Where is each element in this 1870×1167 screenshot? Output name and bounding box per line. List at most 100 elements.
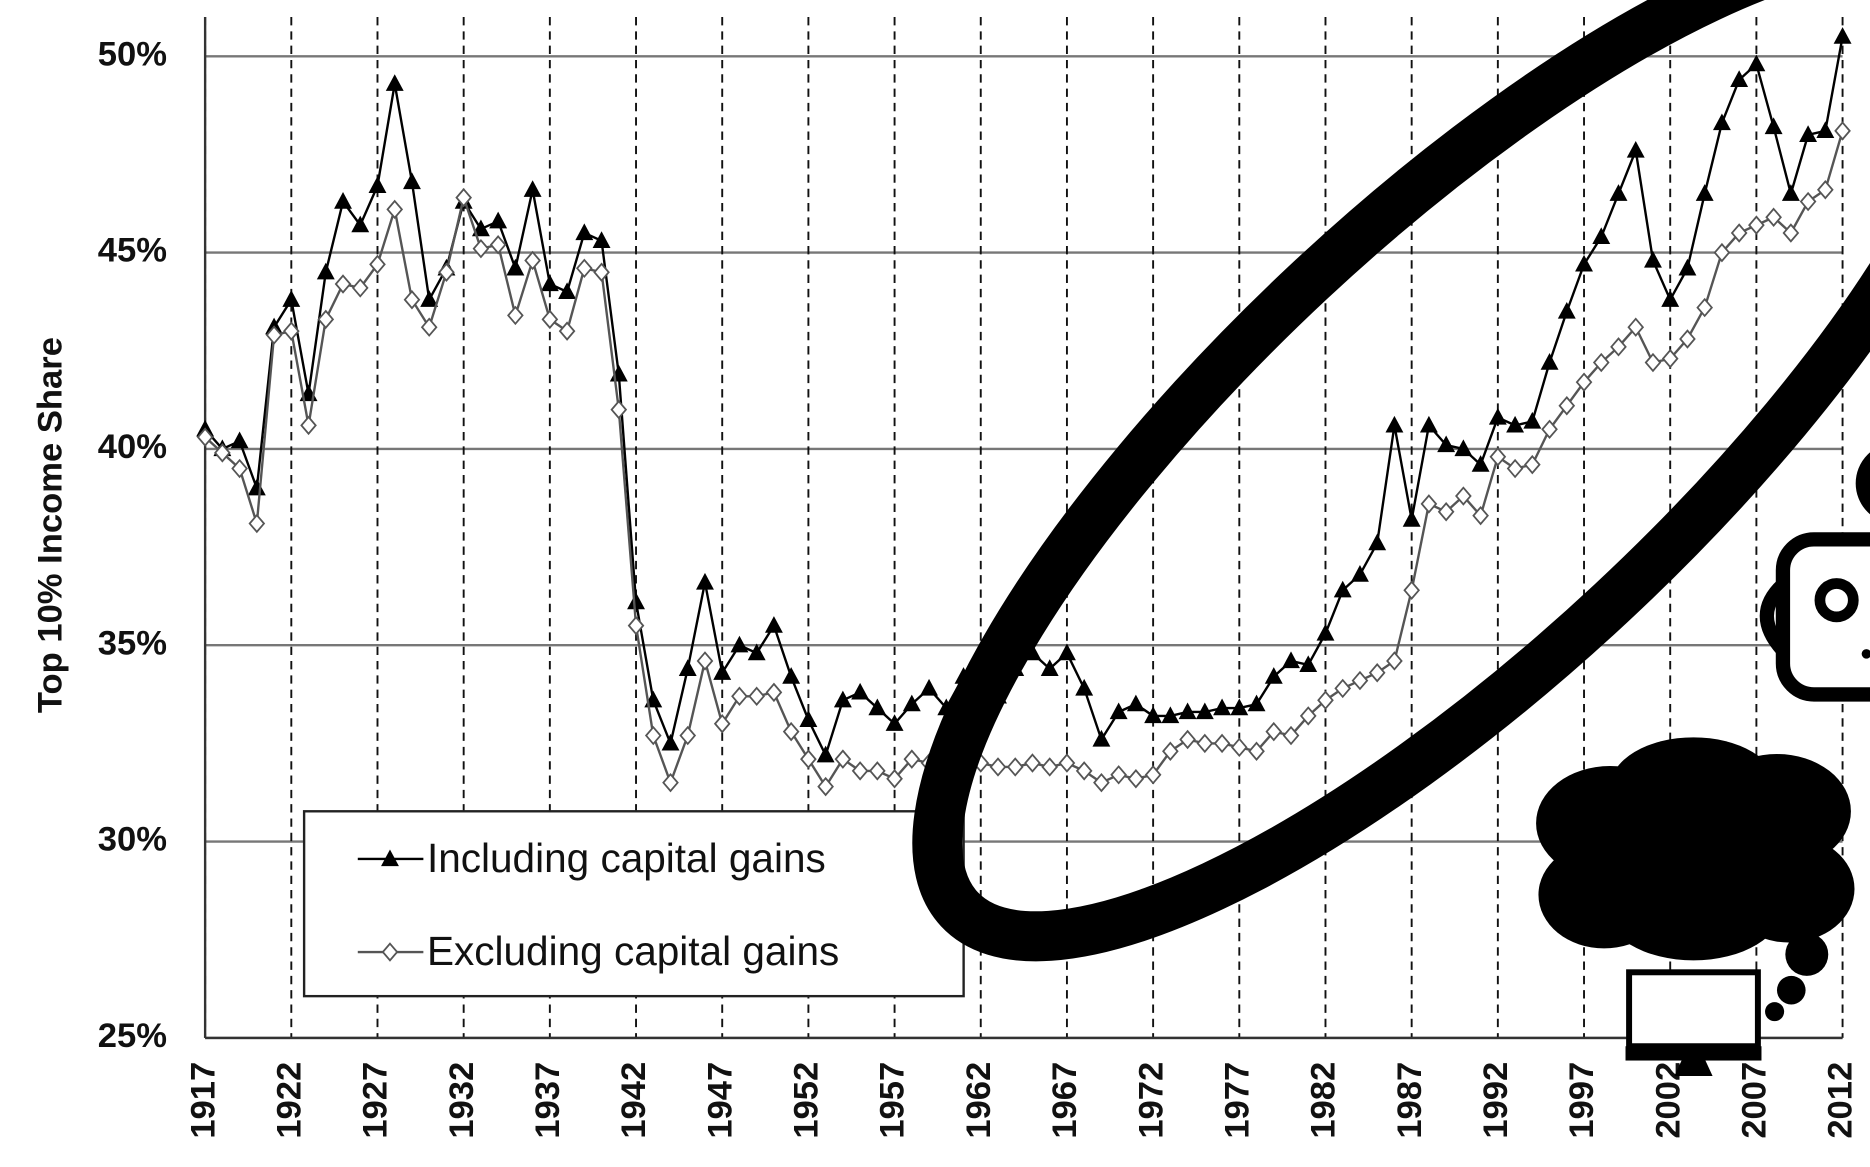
marker bbox=[593, 231, 611, 248]
marker bbox=[1835, 123, 1849, 140]
x-tick-label: 1987 bbox=[1391, 1062, 1429, 1139]
x-tick-label: 1932 bbox=[443, 1062, 481, 1139]
marker bbox=[388, 201, 402, 218]
marker bbox=[1248, 695, 1266, 712]
marker bbox=[1575, 255, 1593, 272]
x-tick-label: 1917 bbox=[184, 1062, 222, 1139]
marker bbox=[698, 653, 712, 670]
marker bbox=[491, 236, 505, 253]
marker bbox=[1816, 121, 1834, 138]
marker bbox=[1801, 193, 1815, 210]
marker bbox=[612, 401, 626, 418]
marker bbox=[1818, 181, 1832, 198]
marker bbox=[1232, 739, 1246, 756]
marker bbox=[1025, 755, 1039, 772]
marker bbox=[870, 763, 884, 780]
marker bbox=[1403, 510, 1421, 527]
marker bbox=[681, 727, 695, 744]
marker bbox=[1110, 702, 1128, 719]
marker bbox=[1646, 354, 1660, 371]
x-tick-label: 1922 bbox=[270, 1062, 308, 1139]
series bbox=[196, 27, 1851, 795]
marker bbox=[250, 515, 264, 532]
marker bbox=[1353, 672, 1367, 689]
marker bbox=[1834, 27, 1852, 44]
chart: 25%30%35%40%45%50%1917192219271932193719… bbox=[0, 0, 1870, 1167]
marker bbox=[248, 479, 266, 496]
x-tick-label: 1947 bbox=[701, 1062, 739, 1139]
marker bbox=[1129, 770, 1143, 787]
marker bbox=[1127, 695, 1145, 712]
series-line bbox=[205, 131, 1842, 787]
marker bbox=[524, 180, 542, 197]
y-tick-label: 25% bbox=[98, 1017, 167, 1055]
y-axis-title: Top 10% Income Share bbox=[32, 337, 70, 713]
marker bbox=[231, 432, 249, 449]
y-tick-label: 40% bbox=[98, 428, 167, 466]
marker bbox=[1351, 565, 1369, 582]
marker bbox=[1489, 408, 1507, 425]
marker bbox=[991, 759, 1005, 776]
y-tick-label: 30% bbox=[98, 821, 167, 859]
marker bbox=[1765, 117, 1783, 134]
marker bbox=[317, 263, 335, 280]
marker bbox=[765, 616, 783, 633]
marker bbox=[1698, 299, 1712, 316]
marker bbox=[575, 223, 593, 240]
marker bbox=[543, 311, 557, 328]
y-tick-label: 50% bbox=[98, 35, 167, 73]
marker bbox=[1282, 651, 1300, 668]
x-tick-label: 1992 bbox=[1477, 1062, 1515, 1139]
marker bbox=[1661, 290, 1679, 307]
marker bbox=[525, 252, 539, 269]
marker bbox=[679, 659, 697, 676]
marker bbox=[1422, 496, 1436, 513]
marker bbox=[1043, 759, 1057, 776]
x-tick-label: 1962 bbox=[960, 1062, 998, 1139]
marker bbox=[1387, 653, 1401, 670]
marker bbox=[782, 667, 800, 684]
marker bbox=[1008, 759, 1022, 776]
marker bbox=[1678, 259, 1696, 276]
x-tick-label: 2007 bbox=[1736, 1062, 1774, 1139]
x-tick-label: 1952 bbox=[788, 1062, 826, 1139]
marker bbox=[541, 274, 559, 291]
marker bbox=[1060, 755, 1074, 772]
x-tick-label: 1977 bbox=[1218, 1062, 1256, 1139]
marker bbox=[1525, 456, 1539, 473]
x-tick-label: 1967 bbox=[1046, 1062, 1084, 1139]
marker bbox=[1782, 184, 1800, 201]
marker bbox=[1180, 731, 1194, 748]
y-tick-label: 35% bbox=[98, 624, 167, 662]
marker bbox=[1558, 302, 1576, 319]
marker bbox=[558, 282, 576, 299]
marker bbox=[282, 290, 300, 307]
x-tick-label: 1972 bbox=[1132, 1062, 1170, 1139]
marker bbox=[301, 417, 315, 434]
marker bbox=[750, 688, 764, 705]
marker bbox=[1491, 448, 1505, 465]
x-tick-label: 1927 bbox=[357, 1062, 395, 1139]
marker bbox=[646, 727, 660, 744]
marker bbox=[1370, 664, 1384, 681]
marker bbox=[1215, 735, 1229, 752]
marker bbox=[1541, 353, 1559, 370]
marker bbox=[1610, 184, 1628, 201]
marker bbox=[767, 684, 781, 701]
legend-label: Excluding capital gains bbox=[427, 928, 839, 974]
marker bbox=[1592, 227, 1610, 244]
marker bbox=[1077, 763, 1091, 780]
marker bbox=[1094, 774, 1108, 791]
marker bbox=[1713, 113, 1731, 130]
marker bbox=[851, 683, 869, 700]
marker bbox=[1092, 730, 1110, 747]
x-tick-label: 1982 bbox=[1305, 1062, 1343, 1139]
marker bbox=[369, 176, 387, 193]
x-tick-label: 1957 bbox=[874, 1062, 912, 1139]
marker bbox=[1075, 679, 1093, 696]
marker bbox=[474, 240, 488, 257]
x-tick-label: 1997 bbox=[1563, 1062, 1601, 1139]
marker bbox=[663, 774, 677, 791]
marker bbox=[662, 734, 680, 751]
